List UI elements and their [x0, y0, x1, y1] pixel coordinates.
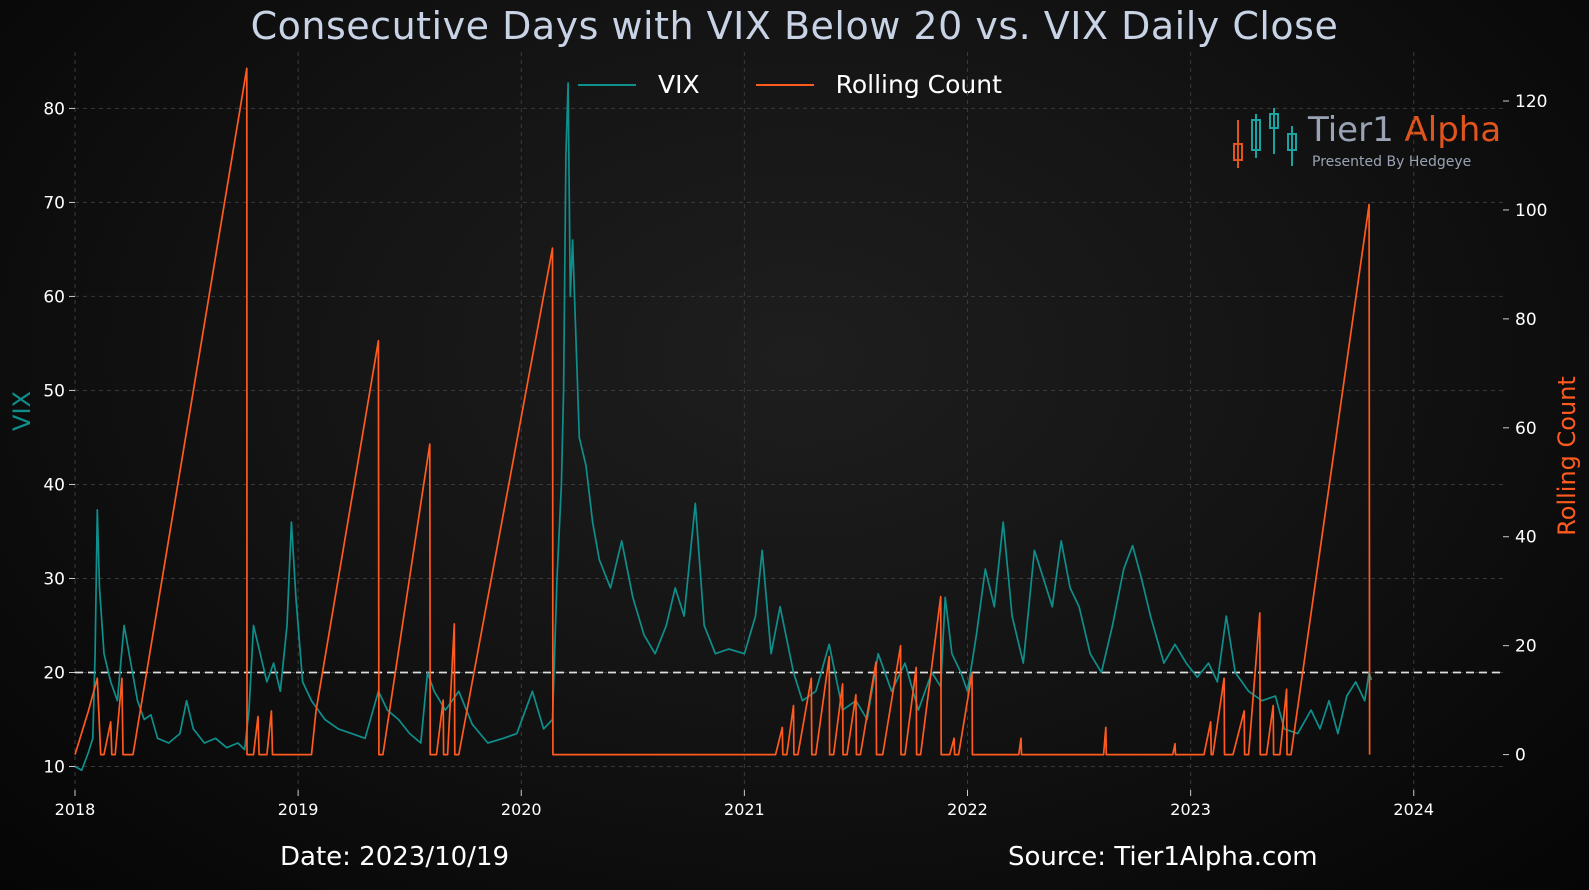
y-tick-label-left: 10	[43, 757, 65, 777]
y-tick-label-right: 20	[1515, 637, 1537, 657]
legend-swatch-rolling	[755, 83, 814, 86]
x-tick-label: 2020	[501, 800, 542, 819]
logo-name-part1: Tier1	[1308, 110, 1394, 150]
legend-item-rolling: Rolling Count	[755, 70, 1002, 99]
chart-legend: VIX Rolling Count	[578, 70, 1058, 99]
series-line-vix	[74, 82, 1373, 772]
candlestick-logo-icon	[1233, 108, 1297, 168]
x-tick-label: 2021	[724, 800, 765, 819]
y-tick-label-right: 80	[1515, 310, 1537, 330]
footer-source: Source: Tier1Alpha.com	[1008, 842, 1318, 872]
y-tick-label-right: 0	[1515, 746, 1526, 766]
y-tick-label-right: 60	[1515, 419, 1537, 439]
grid-layer	[74, 52, 1503, 790]
logo-tagline: Presented By Hedgeye	[1312, 154, 1472, 170]
x-tick-label: 2022	[947, 800, 988, 819]
x-tick-label: 2023	[1170, 800, 1211, 819]
y-tick-label-left: 80	[43, 99, 65, 119]
footer-date: Date: 2023/10/19	[280, 842, 510, 872]
x-tick-label: 2018	[55, 800, 96, 819]
series-layer	[74, 67, 1373, 772]
chart-title: Consecutive Days with VIX Below 20 vs. V…	[250, 4, 1339, 48]
y-axis-label-right: Rolling Count	[1553, 376, 1581, 536]
y-tick-label-left: 20	[43, 663, 65, 683]
y-tick-label-right: 120	[1515, 92, 1547, 112]
brand-logo: Tier1 Alpha Presented By Hedgeye	[1230, 108, 1501, 178]
logo-name-part2: Alpha	[1404, 110, 1502, 150]
x-tick-label: 2019	[278, 800, 319, 819]
legend-swatch-vix	[578, 83, 636, 86]
y-tick-label-left: 60	[43, 287, 65, 307]
legend-item-vix: VIX	[578, 70, 700, 99]
y-axis-label-left: VIX	[8, 391, 36, 431]
y-tick-label-left: 70	[43, 193, 65, 213]
axis-layer: 2018 2019 2020 2021 2022 2023 2024 10 20 30 40 50 60…	[43, 92, 1547, 819]
y-tick-label-left: 50	[43, 381, 65, 401]
y-tick-label-left: 40	[43, 475, 65, 495]
logo-wordmark: Tier1 Alpha	[1308, 110, 1501, 150]
y-tick-label-right: 40	[1515, 528, 1537, 548]
y-tick-label-left: 30	[43, 569, 65, 589]
y-tick-label-right: 100	[1515, 201, 1547, 221]
x-tick-label: 2024	[1393, 800, 1434, 819]
legend-label-rolling: Rolling Count	[835, 70, 1002, 99]
legend-label-vix: VIX	[658, 70, 700, 99]
series-line-rolling-count	[74, 67, 1371, 756]
